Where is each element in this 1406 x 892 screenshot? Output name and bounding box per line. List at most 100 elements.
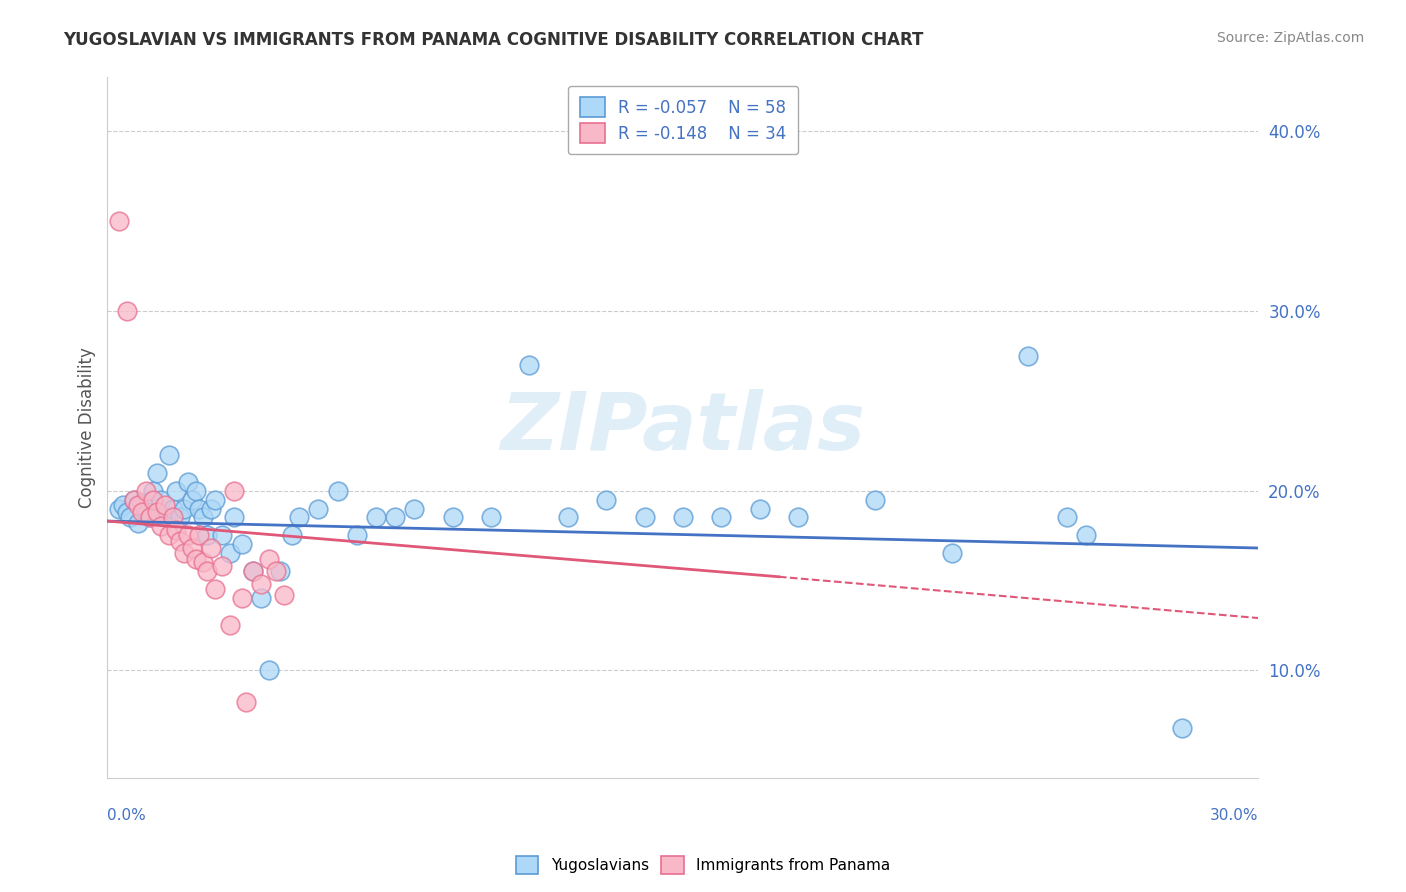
Point: [200, 501, 222, 516]
Point: [135, 483, 157, 498]
Point: [188, 501, 211, 516]
Point: [250, 577, 273, 591]
Point: [672, 510, 695, 524]
Point: [204, 492, 226, 507]
Point: [195, 565, 218, 579]
Point: [269, 565, 291, 579]
Point: [169, 533, 191, 548]
Point: [364, 510, 387, 524]
Point: [748, 501, 770, 516]
Point: [180, 541, 202, 555]
Point: [184, 551, 207, 566]
Point: [479, 510, 502, 524]
Point: [115, 505, 138, 519]
Text: Source: ZipAtlas.com: Source: ZipAtlas.com: [1216, 31, 1364, 45]
Point: [146, 505, 169, 519]
Point: [111, 498, 134, 512]
Point: [127, 498, 149, 512]
Point: [120, 510, 142, 524]
Text: ZIPatlas: ZIPatlas: [501, 389, 866, 467]
Point: [177, 528, 200, 542]
Point: [219, 618, 242, 632]
Point: [1017, 349, 1039, 363]
Point: [519, 358, 541, 372]
Point: [346, 528, 368, 542]
Point: [165, 523, 187, 537]
Point: [250, 591, 273, 606]
Text: 0.0%: 0.0%: [107, 808, 146, 823]
Point: [157, 528, 180, 542]
Point: [1074, 528, 1097, 542]
Point: [219, 546, 242, 560]
Point: [108, 214, 131, 228]
Point: [863, 492, 886, 507]
Point: [122, 492, 145, 507]
Point: [173, 501, 195, 516]
Point: [108, 501, 131, 516]
Point: [326, 483, 349, 498]
Point: [404, 501, 426, 516]
Legend: Yugoslavians, Immigrants from Panama: Yugoslavians, Immigrants from Panama: [509, 850, 897, 880]
Point: [162, 501, 184, 516]
Point: [180, 492, 202, 507]
Point: [150, 492, 173, 507]
Point: [222, 510, 245, 524]
Y-axis label: Cognitive Disability: Cognitive Disability: [79, 347, 96, 508]
Point: [710, 510, 733, 524]
Point: [184, 483, 207, 498]
Point: [222, 483, 245, 498]
Point: [633, 510, 655, 524]
Point: [242, 565, 264, 579]
Point: [557, 510, 579, 524]
Point: [257, 663, 280, 677]
Point: [157, 448, 180, 462]
Point: [1170, 721, 1192, 735]
Point: [165, 483, 187, 498]
Point: [941, 546, 963, 560]
Point: [193, 510, 215, 524]
Point: [131, 505, 153, 519]
Point: [595, 492, 617, 507]
Point: [153, 498, 176, 512]
Point: [211, 528, 233, 542]
Point: [195, 528, 218, 542]
Point: [264, 565, 287, 579]
Point: [273, 588, 295, 602]
Point: [131, 496, 153, 510]
Point: [204, 582, 226, 597]
Point: [146, 466, 169, 480]
Point: [177, 475, 200, 489]
Point: [280, 528, 302, 542]
Point: [1056, 510, 1078, 524]
Point: [231, 591, 253, 606]
Point: [169, 510, 191, 524]
Point: [193, 555, 215, 569]
Point: [135, 505, 157, 519]
Point: [173, 546, 195, 560]
Point: [127, 516, 149, 530]
Point: [142, 483, 165, 498]
Point: [153, 510, 176, 524]
Text: YUGOSLAVIAN VS IMMIGRANTS FROM PANAMA COGNITIVE DISABILITY CORRELATION CHART: YUGOSLAVIAN VS IMMIGRANTS FROM PANAMA CO…: [63, 31, 924, 49]
Point: [138, 510, 160, 524]
Point: [200, 541, 222, 555]
Point: [787, 510, 810, 524]
Point: [231, 537, 253, 551]
Point: [211, 559, 233, 574]
Point: [162, 510, 184, 524]
Point: [150, 519, 173, 533]
Point: [115, 304, 138, 318]
Text: 30.0%: 30.0%: [1211, 808, 1258, 823]
Point: [122, 492, 145, 507]
Point: [188, 528, 211, 542]
Point: [142, 492, 165, 507]
Point: [307, 501, 329, 516]
Point: [257, 551, 280, 566]
Point: [441, 510, 464, 524]
Point: [235, 696, 257, 710]
Point: [384, 510, 406, 524]
Legend: R = -0.057    N = 58, R = -0.148    N = 34: R = -0.057 N = 58, R = -0.148 N = 34: [568, 86, 797, 154]
Point: [138, 510, 160, 524]
Point: [242, 565, 264, 579]
Point: [288, 510, 311, 524]
